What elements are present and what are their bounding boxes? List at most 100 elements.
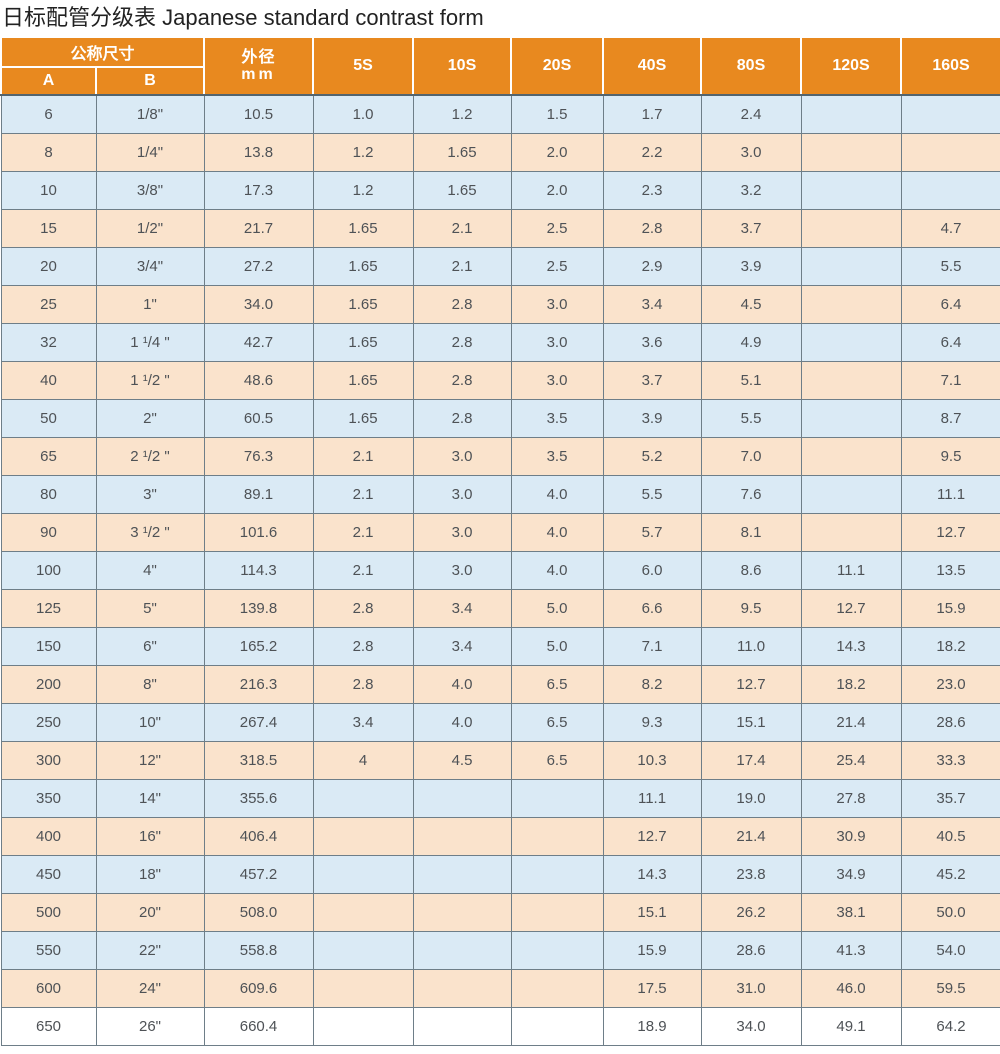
table-row: 400 16" 406.4 12.7 21.4 30.9 40.5 <box>0 816 1000 856</box>
cell-5s <box>312 1006 414 1046</box>
cell-5s: 1.65 <box>312 360 414 400</box>
cell-5s: 1.65 <box>312 322 414 362</box>
cell-10s: 4.0 <box>412 664 512 704</box>
cell-outer-diameter: 114.3 <box>203 550 314 590</box>
cell-col-a: 15 <box>0 208 97 248</box>
cell-20s: 3.0 <box>510 360 604 400</box>
cell-120s: 41.3 <box>800 930 902 970</box>
cell-20s: 4.0 <box>510 550 604 590</box>
page: 日标配管分级表 Japanese standard contrast form … <box>0 5 1000 1046</box>
header-od-unit: mm <box>241 66 276 83</box>
table-row: 125 5" 139.8 2.8 3.4 5.0 6.6 9.5 12.7 15.9 <box>0 588 1000 628</box>
cell-160s: 4.7 <box>900 208 1000 248</box>
cell-col-a: 300 <box>0 740 97 780</box>
cell-20s: 2.5 <box>510 208 604 248</box>
cell-40s: 3.7 <box>602 360 702 400</box>
table-row: 15 1/2" 21.7 1.65 2.1 2.5 2.8 3.7 4.7 <box>0 208 1000 248</box>
cell-outer-diameter: 76.3 <box>203 436 314 476</box>
cell-col-b: 10" <box>95 702 205 742</box>
cell-80s: 12.7 <box>700 664 802 704</box>
cell-40s: 10.3 <box>602 740 702 780</box>
cell-40s: 18.9 <box>602 1006 702 1046</box>
cell-10s: 1.65 <box>412 170 512 210</box>
cell-120s <box>800 246 902 286</box>
table-row: 200 8" 216.3 2.8 4.0 6.5 8.2 12.7 18.2 23.0 <box>0 664 1000 704</box>
cell-outer-diameter: 42.7 <box>203 322 314 362</box>
cell-outer-diameter: 457.2 <box>203 854 314 894</box>
cell-80s: 5.1 <box>700 360 802 400</box>
table-row: 450 18" 457.2 14.3 23.8 34.9 45.2 <box>0 854 1000 894</box>
cell-10s: 2.1 <box>412 208 512 248</box>
cell-outer-diameter: 558.8 <box>203 930 314 970</box>
cell-80s: 7.0 <box>700 436 802 476</box>
pipe-schedule-table: 公称尺寸 外径 mm 5S 10S 20S 40S 80S 120S 160S … <box>0 36 1000 1046</box>
cell-120s: 27.8 <box>800 778 902 818</box>
cell-outer-diameter: 17.3 <box>203 170 314 210</box>
cell-col-b: 3/8" <box>95 170 205 210</box>
cell-col-a: 40 <box>0 360 97 400</box>
cell-outer-diameter: 34.0 <box>203 284 314 324</box>
cell-10s: 2.8 <box>412 284 512 324</box>
cell-outer-diameter: 13.8 <box>203 132 314 172</box>
table-row: 50 2" 60.5 1.65 2.8 3.5 3.9 5.5 8.7 <box>0 398 1000 438</box>
cell-col-a: 8 <box>0 132 97 172</box>
cell-120s <box>800 436 902 476</box>
cell-160s: 54.0 <box>900 930 1000 970</box>
cell-5s <box>312 892 414 932</box>
cell-col-b: 12" <box>95 740 205 780</box>
cell-40s: 17.5 <box>602 968 702 1008</box>
cell-10s: 3.0 <box>412 550 512 590</box>
cell-120s: 18.2 <box>800 664 902 704</box>
cell-col-b: 3/4" <box>95 246 205 286</box>
cell-5s: 2.1 <box>312 550 414 590</box>
cell-20s: 2.0 <box>510 170 604 210</box>
cell-5s: 1.65 <box>312 284 414 324</box>
cell-col-a: 250 <box>0 702 97 742</box>
cell-col-b: 18" <box>95 854 205 894</box>
cell-10s: 3.0 <box>412 474 512 514</box>
cell-160s: 8.7 <box>900 398 1000 438</box>
cell-20s: 6.5 <box>510 740 604 780</box>
cell-120s: 46.0 <box>800 968 902 1008</box>
cell-120s <box>800 132 902 172</box>
cell-outer-diameter: 267.4 <box>203 702 314 742</box>
cell-5s: 1.2 <box>312 132 414 172</box>
cell-40s: 3.9 <box>602 398 702 438</box>
cell-col-a: 50 <box>0 398 97 438</box>
table-row: 10 3/8" 17.3 1.2 1.65 2.0 2.3 3.2 <box>0 170 1000 210</box>
cell-120s: 21.4 <box>800 702 902 742</box>
cell-outer-diameter: 48.6 <box>203 360 314 400</box>
cell-20s <box>510 816 604 856</box>
cell-20s <box>510 892 604 932</box>
cell-80s: 2.4 <box>700 94 802 134</box>
cell-10s <box>412 854 512 894</box>
cell-outer-diameter: 609.6 <box>203 968 314 1008</box>
cell-col-a: 550 <box>0 930 97 970</box>
cell-120s: 49.1 <box>800 1006 902 1046</box>
table-row: 6 1/8" 10.5 1.0 1.2 1.5 1.7 2.4 <box>0 94 1000 134</box>
cell-40s: 2.8 <box>602 208 702 248</box>
cell-col-b: 3 ¹/2 " <box>95 512 205 552</box>
cell-20s <box>510 854 604 894</box>
cell-outer-diameter: 406.4 <box>203 816 314 856</box>
cell-col-a: 80 <box>0 474 97 514</box>
cell-80s: 26.2 <box>700 892 802 932</box>
header-20s: 20S <box>510 36 605 96</box>
cell-5s <box>312 968 414 1008</box>
table-row: 650 26" 660.4 18.9 34.0 49.1 64.2 <box>0 1006 1000 1046</box>
cell-40s: 1.7 <box>602 94 702 134</box>
cell-col-b: 1" <box>95 284 205 324</box>
page-title: 日标配管分级表 Japanese standard contrast form <box>2 5 484 30</box>
cell-80s: 8.1 <box>700 512 802 552</box>
cell-160s: 6.4 <box>900 322 1000 362</box>
cell-10s: 2.1 <box>412 246 512 286</box>
cell-col-b: 1/2" <box>95 208 205 248</box>
cell-120s <box>800 398 902 438</box>
cell-col-b: 26" <box>95 1006 205 1046</box>
cell-120s <box>800 512 902 552</box>
cell-160s: 6.4 <box>900 284 1000 324</box>
cell-5s: 4 <box>312 740 414 780</box>
table-row: 500 20" 508.0 15.1 26.2 38.1 50.0 <box>0 892 1000 932</box>
cell-col-b: 1 ¹/2 " <box>95 360 205 400</box>
table-row: 600 24" 609.6 17.5 31.0 46.0 59.5 <box>0 968 1000 1008</box>
